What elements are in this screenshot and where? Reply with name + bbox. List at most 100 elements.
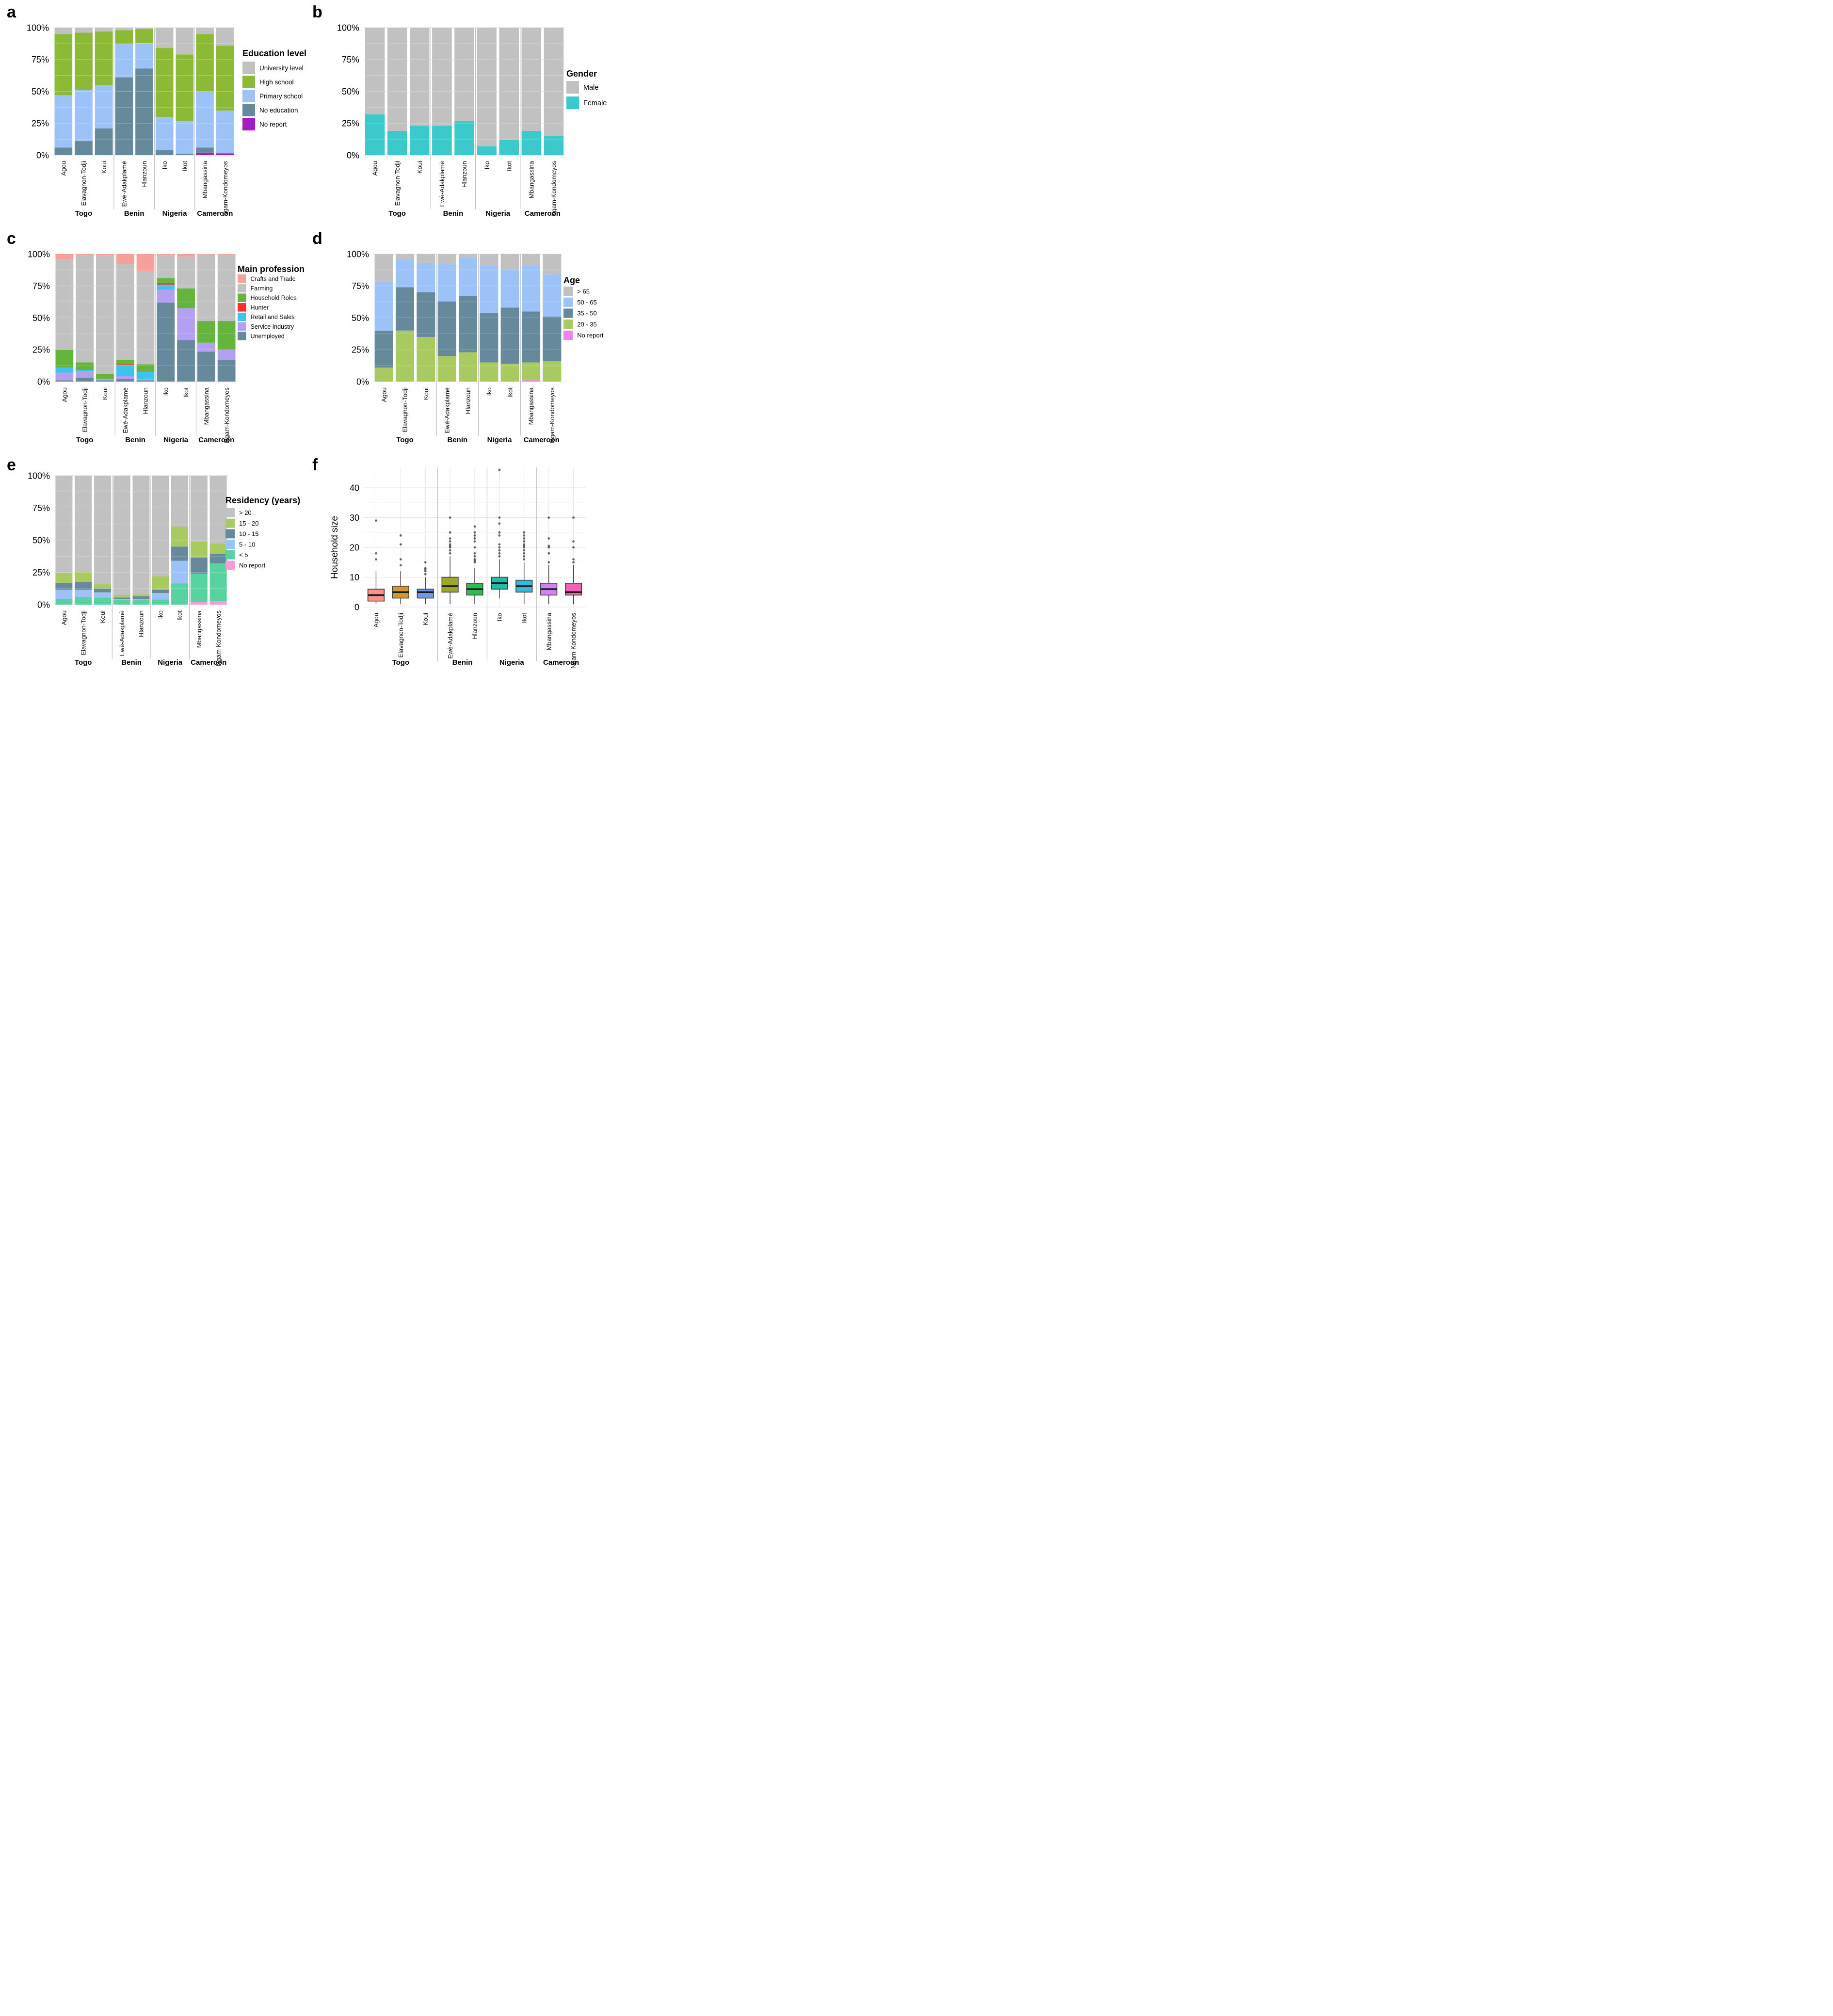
legend-label: No report bbox=[239, 562, 266, 569]
y-axis-tick-label: 10 bbox=[350, 573, 359, 582]
bar-segment bbox=[374, 368, 393, 382]
y-axis-tick-label: 50% bbox=[342, 87, 359, 96]
country-label: Cameroon bbox=[525, 209, 561, 218]
residency-chart: 100% 75% 50% 25% 0% Agou Elavagnon-Todji Koui Ew… bbox=[28, 471, 300, 667]
bar-segment bbox=[94, 592, 111, 598]
legend-swatch bbox=[225, 518, 235, 528]
outlier-point bbox=[498, 531, 501, 534]
outlier-point bbox=[572, 540, 575, 543]
y-axis-title: Household size bbox=[330, 516, 340, 579]
outlier-point bbox=[473, 555, 476, 558]
bar-segment bbox=[75, 32, 93, 90]
bar-segment bbox=[197, 254, 215, 255]
bar-segment bbox=[136, 254, 155, 272]
country-label: Togo bbox=[75, 209, 93, 218]
bar-segment bbox=[437, 264, 456, 302]
country-label: Togo bbox=[396, 436, 414, 444]
village-label: Koui bbox=[416, 161, 423, 174]
bar-segment bbox=[75, 582, 92, 590]
village-label: Mbangassina bbox=[528, 387, 535, 425]
bar-segment bbox=[196, 147, 214, 153]
country-label: Benin bbox=[443, 209, 464, 218]
bar-segment bbox=[55, 590, 73, 599]
bar-segment bbox=[75, 590, 92, 597]
village-label: Ikot bbox=[520, 613, 528, 623]
outlier-point bbox=[424, 573, 427, 576]
bar-segment bbox=[152, 599, 169, 605]
bar-segment bbox=[157, 278, 175, 284]
village-label: Elavagnon-Todji bbox=[397, 613, 404, 658]
outlier-point bbox=[375, 558, 377, 560]
village-label: Iko bbox=[161, 161, 168, 169]
y-axis-tick-label: 75% bbox=[352, 281, 369, 291]
panel-letter-b: b bbox=[312, 3, 322, 21]
outlier-point bbox=[547, 552, 550, 555]
bar-segment bbox=[209, 563, 227, 602]
legend-swatch bbox=[242, 118, 255, 130]
outlier-point bbox=[498, 468, 501, 471]
box bbox=[564, 582, 582, 596]
legend-swatch bbox=[563, 330, 573, 340]
outlier-point bbox=[498, 555, 501, 558]
bar-segment bbox=[437, 254, 456, 265]
bar-segment bbox=[543, 254, 562, 275]
country-label: Nigeria bbox=[163, 436, 189, 444]
bar-segment bbox=[177, 288, 195, 308]
bar-segment bbox=[155, 117, 174, 150]
y-axis-tick-label: 100% bbox=[347, 249, 369, 259]
bar-segment bbox=[190, 557, 208, 574]
y-axis-tick-label: 40 bbox=[350, 483, 359, 493]
outlier-point bbox=[498, 522, 501, 525]
legend-label: 35 - 50 bbox=[577, 310, 596, 317]
village-label: Hlanzoun bbox=[138, 610, 145, 637]
bar-segment bbox=[157, 254, 175, 256]
bar-segment bbox=[499, 140, 519, 155]
village-label: Iko bbox=[157, 610, 164, 619]
legend-label: Male bbox=[583, 84, 598, 92]
outlier-point bbox=[473, 537, 476, 540]
bar-segment bbox=[171, 476, 189, 527]
bar-segment bbox=[500, 254, 519, 270]
country-label: Benin bbox=[121, 658, 142, 667]
y-axis-tick-label: 25% bbox=[32, 568, 50, 577]
bar-segment bbox=[55, 259, 74, 350]
bar-segment bbox=[152, 590, 169, 593]
bar-segment bbox=[115, 44, 133, 78]
village-label: Ngam-Kondomeyos bbox=[548, 387, 556, 443]
village-label: Agou bbox=[60, 161, 67, 176]
bar-segment bbox=[432, 126, 452, 155]
legend-label: University level bbox=[259, 64, 304, 72]
village-label: Ikot bbox=[181, 161, 189, 171]
legend-swatch bbox=[238, 284, 246, 293]
bar-segment bbox=[171, 546, 189, 561]
legend-title: Gender bbox=[566, 69, 597, 79]
country-label: Cameroon bbox=[524, 436, 560, 444]
legend-swatch bbox=[242, 104, 255, 116]
outlier-point bbox=[449, 549, 451, 552]
bar-segment bbox=[136, 380, 155, 382]
village-label: Hlanzoun bbox=[461, 161, 468, 188]
bar-segment bbox=[116, 364, 134, 365]
legend-swatch bbox=[225, 560, 235, 570]
y-axis-tick-label: 100% bbox=[28, 471, 50, 480]
bar-segment bbox=[521, 131, 542, 155]
bar-segment bbox=[521, 380, 541, 382]
outlier-point bbox=[523, 549, 526, 552]
village-label: Elavagnon-Todji bbox=[402, 387, 409, 432]
legend-swatch bbox=[238, 322, 246, 331]
bar-segment bbox=[115, 77, 133, 155]
bar-segment bbox=[55, 476, 73, 573]
village-label: Agou bbox=[371, 161, 379, 176]
bar-segment bbox=[209, 476, 227, 544]
bar-segment bbox=[155, 48, 174, 117]
legend-label: Farming bbox=[251, 285, 273, 292]
legend-label: No report bbox=[577, 332, 604, 339]
bar-segment bbox=[132, 596, 150, 599]
village-label: Ewè-Adakplamè bbox=[118, 610, 126, 656]
bar-segment bbox=[55, 582, 73, 590]
village-label: Ewè-Adakplamè bbox=[447, 613, 454, 659]
y-axis-tick-label: 75% bbox=[342, 55, 359, 64]
outlier-point bbox=[449, 540, 451, 543]
country-label: Nigeria bbox=[499, 658, 525, 667]
y-axis-tick-label: 0% bbox=[37, 600, 50, 609]
